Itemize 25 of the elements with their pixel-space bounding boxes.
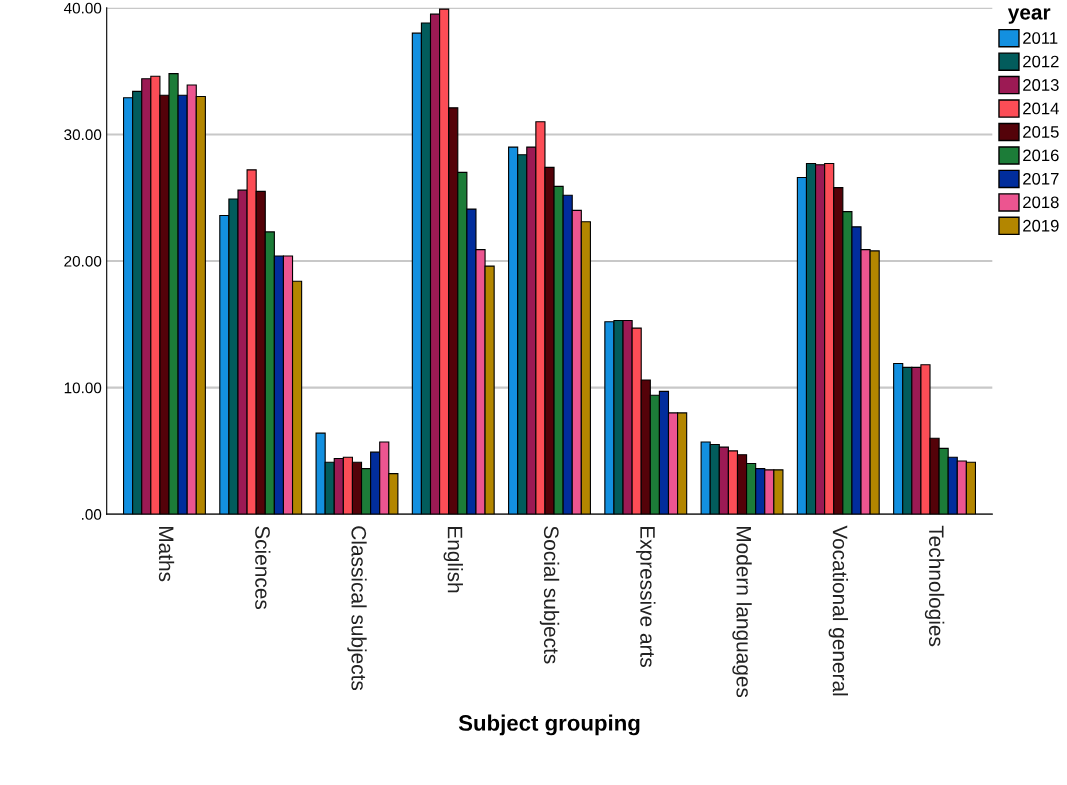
x-tick-label: Maths: [158, 527, 175, 582]
y-tick-label: 30.00: [64, 129, 102, 141]
legend-label: 2016: [1023, 149, 1059, 162]
legend-label: 2014: [1023, 102, 1059, 115]
legend-label: 2013: [1023, 79, 1059, 91]
x-tick-label: English: [443, 527, 463, 593]
y-tick-label: 20.00: [64, 255, 102, 267]
legend-title: year: [1007, 8, 1051, 24]
legend-label: 2012: [1023, 55, 1059, 68]
legend-label: 2019: [1023, 219, 1059, 232]
legend-label: 2015: [1023, 126, 1059, 138]
y-tick-label: 40.00: [63, 2, 102, 14]
x-tick-label: Vocational general: [828, 525, 848, 696]
legend-label: 2011: [1023, 32, 1058, 44]
x-tick-label: Sciences: [255, 526, 271, 610]
x-tick-label: Social subjects: [539, 526, 560, 664]
x-tick-label: Modern languages: [732, 527, 752, 698]
x-axis-title: Subject grouping: [458, 714, 640, 736]
legend-label: 2017: [1023, 172, 1059, 185]
y-tick-label: 10.00: [64, 382, 102, 394]
legend-label: 2018: [1023, 196, 1059, 209]
x-tick-label: Classical subjects: [347, 526, 367, 691]
x-tick-label: Technologies: [924, 525, 945, 647]
y-tick-label: .00: [82, 509, 102, 520]
x-tick-label: Expressive arts: [636, 527, 656, 667]
